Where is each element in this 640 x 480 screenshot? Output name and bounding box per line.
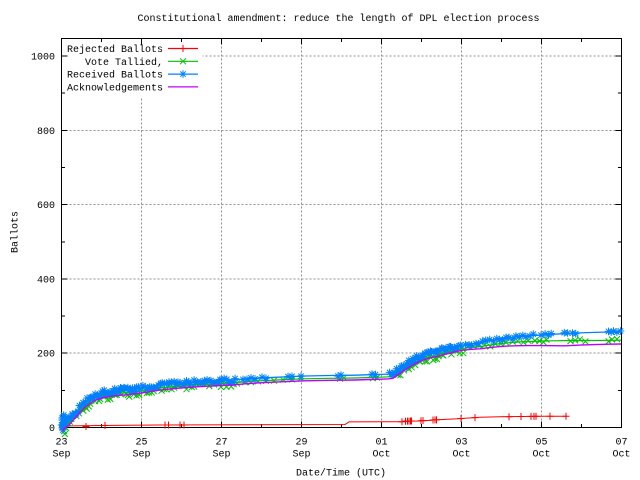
svg-text:Rejected Ballots: Rejected Ballots	[67, 44, 163, 56]
svg-text:23: 23	[55, 437, 67, 448]
svg-text:Vote Tallied,: Vote Tallied,	[85, 57, 163, 69]
svg-text:Constitutional amendment: redu: Constitutional amendment: reduce the len…	[137, 13, 539, 25]
svg-text:600: 600	[37, 201, 55, 212]
svg-text:29: 29	[295, 437, 307, 448]
svg-text:Ballots: Ballots	[10, 211, 22, 253]
svg-text:0: 0	[49, 424, 55, 435]
svg-text:07: 07	[615, 437, 627, 448]
svg-text:800: 800	[37, 127, 55, 138]
svg-text:Sep: Sep	[52, 449, 70, 460]
svg-text:Oct: Oct	[612, 449, 630, 460]
svg-text:Acknowledgements: Acknowledgements	[67, 82, 163, 94]
svg-text:Oct: Oct	[452, 449, 470, 460]
svg-text:03: 03	[455, 437, 467, 448]
svg-text:Sep: Sep	[292, 449, 310, 460]
svg-text:05: 05	[535, 437, 547, 448]
svg-text:Sep: Sep	[132, 449, 150, 460]
svg-text:25: 25	[135, 437, 147, 448]
svg-text:400: 400	[37, 275, 55, 286]
svg-text:Sep: Sep	[212, 449, 230, 460]
svg-text:Received Ballots: Received Ballots	[67, 70, 163, 82]
svg-text:01: 01	[375, 437, 387, 448]
svg-text:1000: 1000	[31, 53, 55, 64]
svg-text:200: 200	[37, 350, 55, 361]
svg-text:Date/Time (UTC): Date/Time (UTC)	[296, 467, 386, 479]
svg-text:27: 27	[215, 437, 227, 448]
svg-text:Oct: Oct	[372, 449, 390, 460]
svg-text:Oct: Oct	[532, 449, 550, 460]
